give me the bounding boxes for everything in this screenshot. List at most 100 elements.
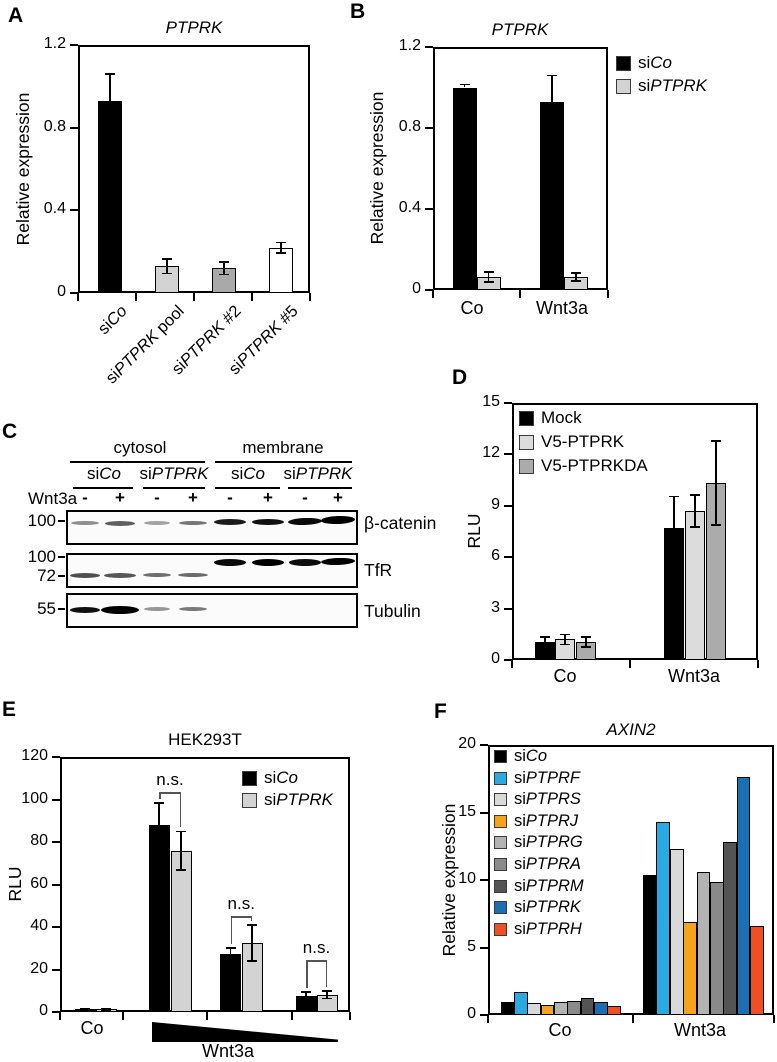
text-seg: Co [553, 666, 577, 686]
error-bar-cap [276, 241, 286, 244]
chart-title: PTPRK [165, 18, 223, 37]
blot-group-header: cytosol [70, 438, 210, 458]
legend-label: Mock [541, 408, 582, 428]
x-tick [432, 290, 434, 298]
text-seg: si [514, 747, 526, 765]
panel-label-f: F [434, 700, 447, 723]
bar [535, 642, 555, 660]
blot-sub-header: siCo [44, 464, 164, 484]
text-seg: Co [525, 747, 548, 765]
y-tick-label: 15 [482, 393, 500, 410]
text-seg: Co [460, 298, 484, 318]
sig-bracket-leg [325, 960, 327, 987]
text-seg: Co [99, 464, 121, 483]
bar [750, 925, 764, 1015]
y-tick [425, 289, 433, 291]
protein-band [144, 521, 170, 525]
x-category-label: Co [402, 298, 542, 319]
y-tick [52, 1011, 60, 1013]
y-tick [52, 756, 60, 758]
mw-label: 72 [37, 566, 56, 585]
lane-condition-sign: - [154, 488, 160, 507]
y-tick [480, 744, 488, 746]
bar [594, 1002, 608, 1015]
y-tick [52, 883, 60, 886]
error-bar-cap [154, 801, 164, 804]
mw-tick [58, 608, 65, 610]
error-bar-line [673, 496, 675, 529]
error-bar-line [564, 634, 566, 645]
legend-swatch [242, 793, 257, 808]
protein-band [71, 521, 99, 525]
y-tick-label: 6 [491, 547, 500, 565]
chart-title: HEK293T [168, 730, 242, 749]
lane-condition-sign: - [302, 488, 308, 507]
bar [98, 100, 122, 293]
bar [500, 1001, 515, 1015]
bar [664, 528, 684, 660]
y-tick [480, 811, 488, 814]
error-bar-cap [483, 270, 494, 273]
protein-band [179, 521, 207, 525]
text-seg: si [514, 876, 526, 895]
legend-swatch [494, 922, 507, 936]
protein-band [214, 519, 246, 525]
error-bar-line [109, 73, 111, 101]
error-bar-cap [571, 271, 581, 274]
bar [710, 882, 724, 1015]
lane-condition-sign: - [227, 488, 233, 507]
x-category-label: Wnt3a [624, 666, 764, 687]
error-bar-cap [322, 989, 332, 992]
bar [723, 841, 737, 1015]
plot-frame [60, 757, 350, 1012]
sub-header-underline [73, 487, 133, 489]
y-tick [504, 402, 512, 404]
error-bar-cap [101, 1007, 111, 1010]
x-tick [519, 290, 521, 298]
sub-header-underline [215, 487, 280, 489]
y-tick [52, 926, 60, 928]
text-seg: PTPRK [295, 464, 353, 483]
error-bar-line [305, 992, 307, 997]
legend-swatch [494, 901, 507, 915]
text-seg: Mock [541, 408, 582, 427]
x-tick [206, 1012, 208, 1020]
error-bar-cap [459, 83, 470, 86]
protein-band [252, 519, 284, 525]
text-seg: si [638, 76, 651, 95]
protein-label: β-catenin [364, 513, 437, 533]
text-seg: PTPRK [525, 898, 581, 917]
plot-frame [78, 45, 310, 293]
panel-label-a: A [8, 4, 24, 27]
legend-swatch [242, 771, 257, 786]
y-tick-label: 0 [491, 650, 500, 667]
y-tick-label: 3 [491, 598, 500, 616]
text-seg: si [264, 790, 277, 809]
legend-swatch [494, 793, 507, 807]
x-tick [251, 293, 253, 301]
text-seg: PTPRH [525, 919, 582, 938]
text-seg: Wnt3a [201, 1041, 255, 1061]
sig-bracket-line [230, 916, 252, 918]
text-seg: V5-PTPRK [541, 432, 625, 451]
legend-swatch [494, 771, 507, 785]
text-seg: PTPRM [525, 876, 584, 895]
sub-header-underline [143, 487, 205, 489]
protein-band [289, 558, 321, 566]
sig-bracket-line [159, 792, 181, 794]
protein-band [101, 606, 139, 614]
mw-tick [58, 520, 65, 522]
x-category-label: Wnt3a [158, 1041, 298, 1062]
panel-label-b: B [350, 0, 366, 23]
text-seg: PTPRG [525, 833, 583, 852]
y-tick [504, 453, 512, 456]
y-tick-label: 120 [21, 747, 48, 764]
legend-swatch [616, 79, 631, 94]
lane-condition-sign: + [263, 488, 273, 507]
text-seg: si [514, 919, 526, 938]
protein-label: TfR [364, 560, 393, 580]
x-tick [511, 660, 513, 668]
